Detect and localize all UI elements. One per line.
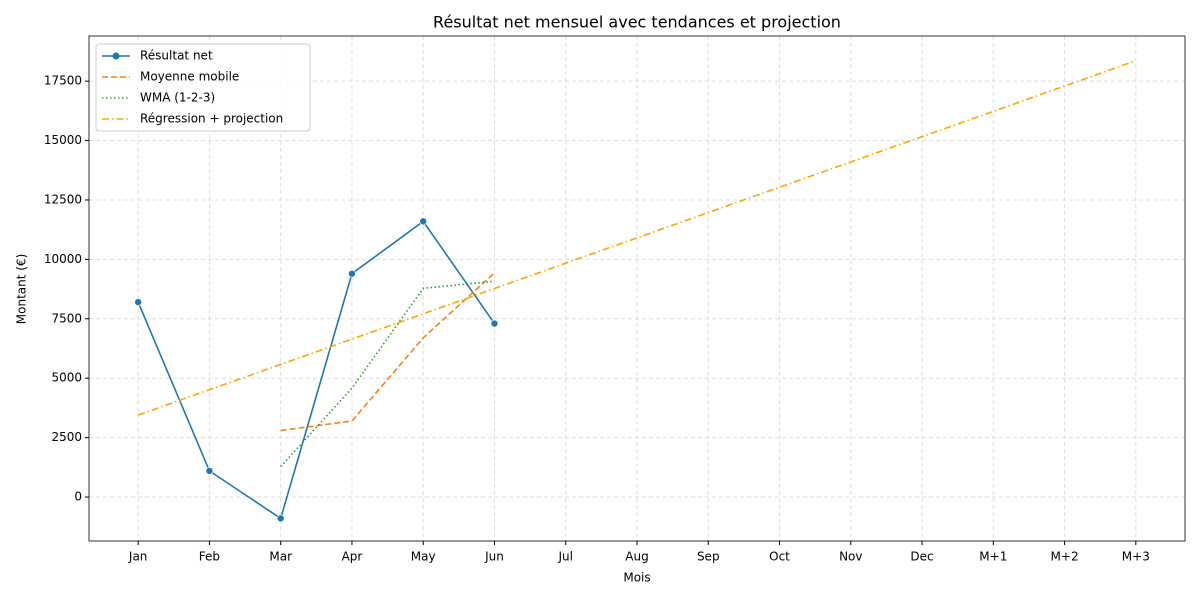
- point: [490, 319, 499, 328]
- x-tick-label: Sep: [697, 550, 720, 564]
- y-tick-label: 15000: [44, 133, 82, 147]
- point: [348, 269, 356, 278]
- legend-marker: [112, 52, 120, 60]
- point: [134, 298, 142, 306]
- x-tick-label: Apr: [342, 550, 363, 564]
- x-tick-label: Nov: [839, 550, 862, 564]
- y-tick-label: 0: [74, 490, 82, 504]
- y-tick-label: 12500: [44, 192, 82, 206]
- x-tick-label: Jan: [128, 550, 148, 564]
- x-tick-label: May: [411, 550, 436, 564]
- x-tick-label: Jul: [557, 550, 572, 564]
- x-tick-label: Dec: [910, 550, 933, 564]
- y-tick-label: 7500: [51, 311, 82, 325]
- legend-label: Régression + projection: [140, 112, 283, 126]
- series-line: [280, 272, 496, 432]
- point: [276, 514, 285, 523]
- point: [205, 467, 214, 475]
- x-tick-label: M+3: [1122, 550, 1150, 564]
- legend-label: Résultat net: [140, 49, 213, 63]
- series-line: [137, 220, 496, 520]
- x-axis-label: Mois: [623, 571, 650, 585]
- x-tick-label: Oct: [769, 550, 790, 564]
- x-tick-label: Aug: [625, 550, 648, 564]
- x-tick-label: Feb: [199, 550, 220, 564]
- legend-label: Moyenne mobile: [140, 70, 239, 84]
- series-line: [280, 280, 495, 468]
- x-tick-label: M+1: [979, 550, 1007, 564]
- point: [419, 217, 428, 226]
- y-tick-label: 10000: [44, 252, 82, 266]
- y-tick-label: 17500: [44, 74, 82, 88]
- legend-box: [95, 43, 311, 132]
- x-tick-label: Mar: [269, 550, 292, 564]
- y-tick-label: 2500: [51, 430, 82, 444]
- plot-frame: [88, 35, 1186, 542]
- y-axis-label: Montant (€): [15, 254, 29, 324]
- series-line: [137, 59, 1137, 416]
- x-tick-label: M+2: [1051, 550, 1079, 564]
- chart-title: Résultat net mensuel avec tendances et p…: [433, 13, 841, 32]
- y-tick-label: 5000: [51, 371, 82, 385]
- x-tick-label: Jun: [484, 550, 504, 564]
- legend-label: WMA (1-2-3): [140, 91, 215, 105]
